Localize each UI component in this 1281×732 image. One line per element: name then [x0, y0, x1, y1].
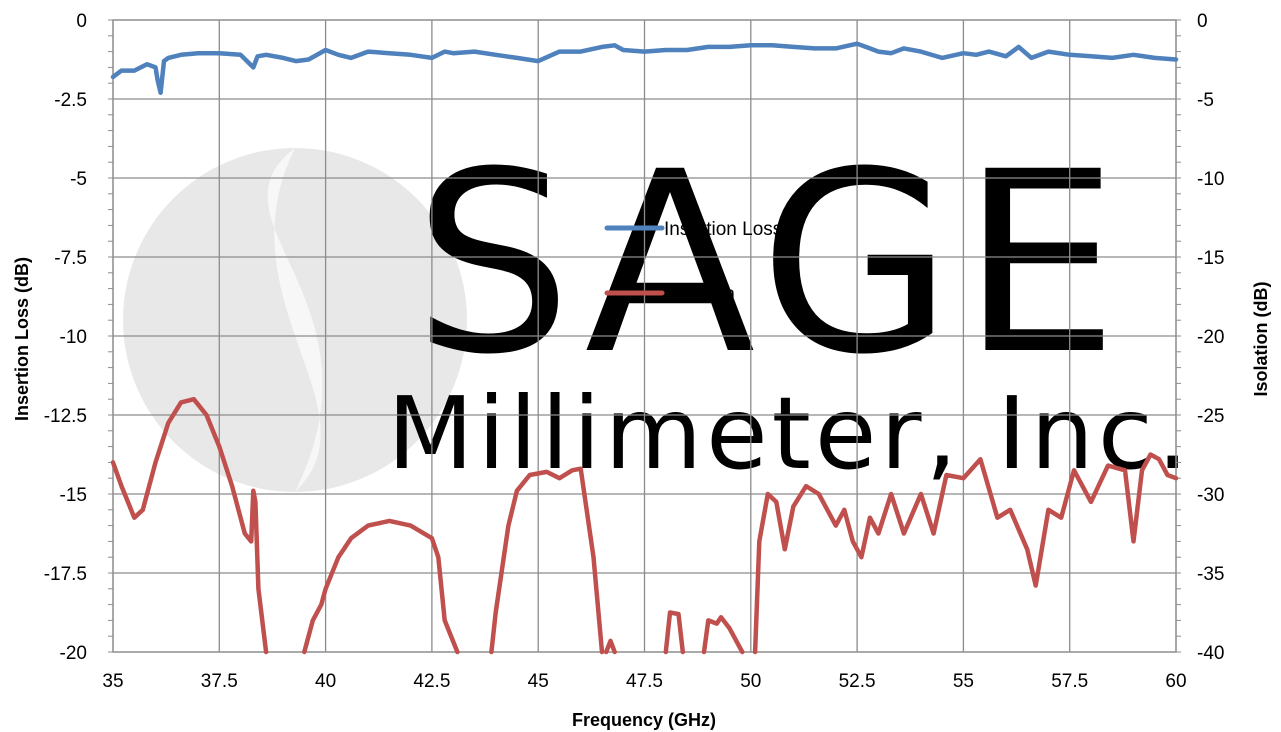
y-right-tick-label: 0 — [1197, 11, 1208, 32]
ticks-layer: 35 37.5 40 42.5 45 47.5 50 52.5 55 57.5 60 0 0 -2.5 -5… — [44, 11, 1225, 692]
series-isolation-line — [603, 638, 617, 655]
series-layer — [110, 41, 1179, 655]
y-right-tick-label: -40 — [1197, 643, 1224, 664]
x-tick-label: 40 — [315, 671, 336, 692]
x-tick-label: 37.5 — [201, 671, 238, 692]
y-left-tick-label: -12.5 — [44, 406, 87, 427]
series-insertion-loss-line — [110, 41, 1179, 95]
x-tick-label: 57.5 — [1051, 671, 1088, 692]
legend-label-isolation: Isolation — [664, 284, 735, 305]
y-left-tick-label: -15 — [60, 485, 87, 506]
y-axis-right-title: Isolation (dB) — [1251, 282, 1271, 397]
y-right-tick-label: -20 — [1197, 327, 1224, 348]
legend: Insertion Loss Isolation — [604, 219, 782, 305]
plot-area-border — [112, 19, 1177, 653]
x-axis-title: Frequency (GHz) — [572, 710, 716, 730]
y-right-tick-label: -35 — [1197, 564, 1224, 585]
series-isolation-line — [110, 396, 269, 655]
y-left-tick-label: 0 — [76, 11, 87, 32]
x-tick-label: 52.5 — [839, 671, 876, 692]
y-right-tick-label: -5 — [1197, 90, 1214, 111]
series-isolation-line — [752, 452, 1179, 655]
x-tick-label: 45 — [528, 671, 549, 692]
x-tick-label: 35 — [102, 671, 123, 692]
y-left-tick-label: -5 — [70, 169, 87, 190]
y-left-tick-label: -20 — [60, 643, 87, 664]
series-isolation-line — [663, 610, 686, 655]
x-tick-label: 42.5 — [413, 671, 450, 692]
y-left-tick-label: -7.5 — [54, 248, 87, 269]
y-left-tick-label: -17.5 — [44, 564, 87, 585]
y-axis-left-title: Insertion Loss (dB) — [12, 257, 32, 421]
x-tick-label: 47.5 — [626, 671, 663, 692]
y-right-tick-label: -25 — [1197, 406, 1224, 427]
legend-label-insertion-loss: Insertion Loss — [664, 219, 782, 240]
y-left-tick-label: -2.5 — [54, 90, 87, 111]
watermark-swirl — [267, 148, 323, 492]
y-right-tick-label: -30 — [1197, 485, 1224, 506]
y-right-tick-label: -15 — [1197, 248, 1224, 269]
watermark-company-text: Millimeter, Inc. — [387, 375, 1192, 492]
x-tick-label: 50 — [740, 671, 761, 692]
x-tick-label: 55 — [953, 671, 974, 692]
series-isolation-line — [302, 518, 460, 655]
series-isolation-line — [489, 466, 605, 655]
series-isolation-line — [701, 614, 745, 655]
watermark-sage-text: SAGE — [413, 118, 1127, 409]
y-right-tick-label: -10 — [1197, 169, 1224, 190]
y-left-tick-label: -10 — [60, 327, 87, 348]
x-tick-label: 60 — [1165, 671, 1186, 692]
grid — [108, 19, 1181, 653]
watermark-logo: SAGE Millimeter, Inc. — [123, 118, 1192, 492]
